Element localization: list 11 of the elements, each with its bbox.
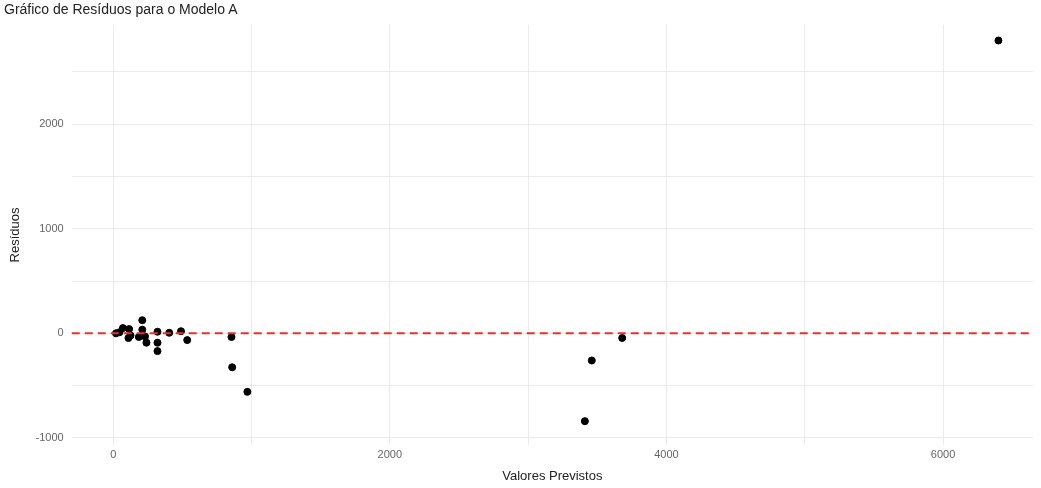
x-tick-label: 2000 [377, 447, 403, 460]
y-tick-label: 1000 [39, 221, 64, 234]
x-tick-label: 0 [110, 447, 117, 460]
y-tick-label: 2000 [39, 117, 64, 130]
chart-title: Gráfico de Resíduos para o Modelo A [4, 1, 239, 18]
x-tick-label: 4000 [654, 447, 679, 460]
y-tick-label: 0 [57, 326, 64, 339]
y-axis-title: Resíduos [7, 207, 23, 263]
x-axis-title: Valores Previstos [502, 467, 603, 483]
y-tick-label: -1000 [35, 430, 64, 443]
x-tick-label: 6000 [930, 447, 956, 460]
